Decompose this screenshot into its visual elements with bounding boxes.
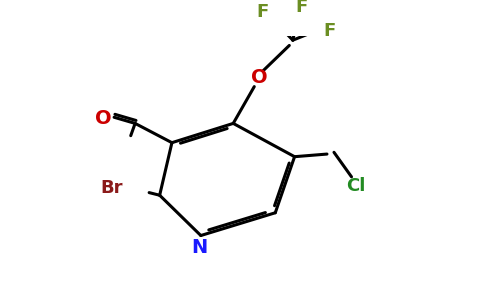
Text: F: F	[295, 0, 308, 16]
Text: Br: Br	[100, 179, 123, 197]
Text: Cl: Cl	[346, 177, 365, 195]
Text: O: O	[251, 68, 268, 87]
Text: F: F	[256, 3, 268, 21]
Text: O: O	[95, 109, 112, 128]
Text: N: N	[191, 238, 207, 257]
Text: F: F	[323, 22, 336, 40]
